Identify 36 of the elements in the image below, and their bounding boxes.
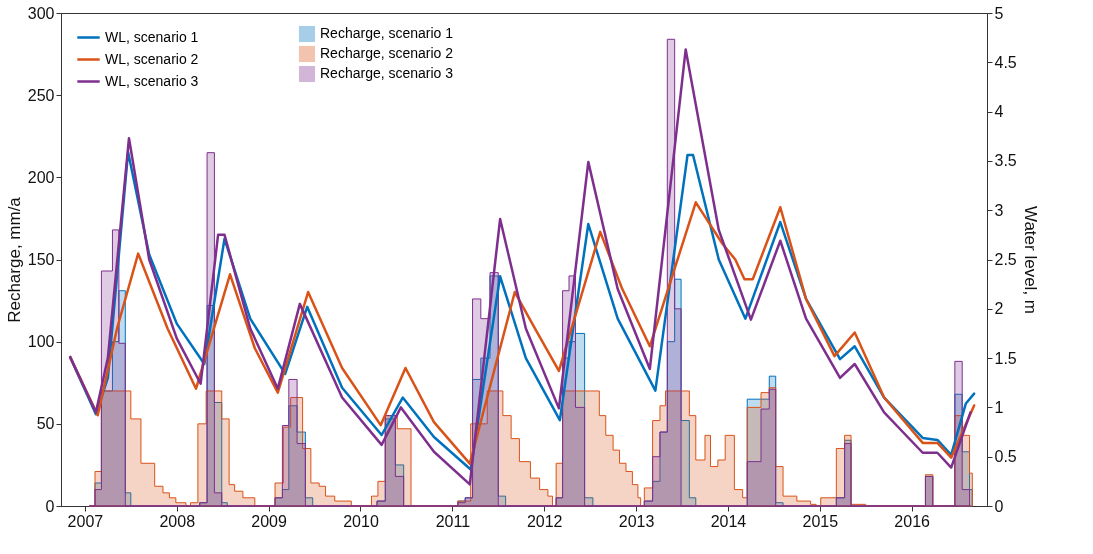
x-tick-label: 2012 [526,512,563,530]
y2-tick-label: 3.5 [994,152,1017,170]
y2-tick-label: 1 [994,398,1004,416]
y-tick-label: 50 [36,415,55,433]
y-tick-label: 300 [27,4,55,22]
y2-tick-label: 0 [994,497,1004,515]
y-axis-title: Recharge, mm/a [4,196,24,323]
y2-tick-label: 5 [994,4,1004,22]
x-tick-label: 2008 [159,512,196,530]
x-tick-label: 2010 [343,512,379,530]
x-tick-label: 2011 [435,512,471,530]
y2-tick-label: 4 [994,103,1004,121]
legend-label: WL, scenario 3 [105,72,199,89]
legend-label: Recharge, scenario 3 [320,65,454,81]
legend-label: WL, scenario 2 [105,50,199,67]
y-tick-label: 100 [27,333,55,351]
legend-label: WL, scenario 1 [105,28,199,45]
y-tick-label: 200 [27,168,55,186]
x-tick-label: 2016 [894,512,931,530]
x-tick-label: 2007 [67,512,104,530]
x-tick-label: 2009 [251,512,288,530]
x-tick-label: 2013 [618,512,655,530]
y2-tick-label: 1.5 [994,349,1017,367]
y2-tick-label: 4.5 [994,53,1017,71]
legend-label: Recharge, scenario 1 [320,25,454,41]
y2-tick-label: 2 [994,300,1004,318]
y2-tick-label: 2.5 [994,251,1017,268]
y2-tick-label: 0.5 [994,448,1017,466]
y2-tick-label: 3 [994,201,1004,219]
x-tick-label: 2014 [710,512,747,530]
x-tick-label: 2015 [802,512,839,530]
y-tick-label: 0 [45,497,55,515]
y2-axis-title: Water level, m [1020,205,1040,315]
legend-label: Recharge, scenario 2 [320,45,454,61]
y-tick-label: 150 [27,251,55,268]
y-tick-label: 250 [27,86,55,104]
